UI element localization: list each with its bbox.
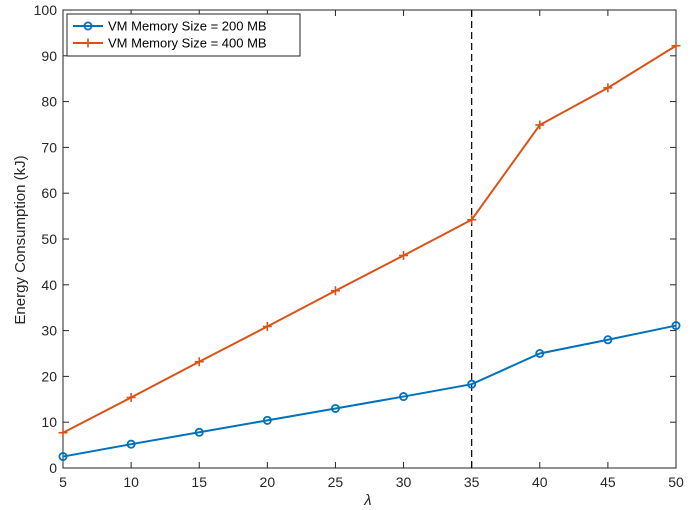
legend-label: VM Memory Size = 200 MB (108, 19, 267, 34)
x-tick-label: 30 (396, 474, 412, 490)
data-point-series-2 (535, 120, 545, 130)
data-point-series-1 (535, 348, 545, 358)
data-point-series-1 (399, 392, 409, 402)
data-point-series-2 (603, 83, 613, 93)
y-axis-label: Energy Consumption (kJ) (12, 155, 29, 324)
plot-area: 5 10 15 20 25 30 35 40 45 50 0 10 20 30 40 50 60 70 80 90 10… (34, 2, 684, 490)
series-line-2 (62, 44, 677, 434)
data-point-series-1 (58, 452, 68, 462)
data-point-series-1 (126, 439, 136, 449)
y-tick-label: 80 (41, 94, 57, 110)
y-tick-label: 10 (41, 414, 57, 430)
data-point-series-1 (671, 321, 681, 331)
legend-item: VM Memory Size = 200 MB (73, 19, 267, 34)
x-tick-label: 20 (260, 474, 276, 490)
plot-frame (62, 9, 677, 469)
x-tick-label: 15 (191, 474, 207, 490)
x-tick-label: 35 (464, 474, 480, 490)
x-tick-label: 5 (59, 474, 67, 490)
data-point-series-1 (262, 415, 272, 425)
data-point-series-2 (262, 321, 272, 331)
data-point-series-1 (467, 379, 477, 389)
y-tick-label: 20 (41, 368, 57, 384)
data-point-series-2 (330, 286, 340, 296)
y-tick-label: 50 (41, 231, 57, 247)
legend-box (66, 13, 301, 57)
x-tick-label: 25 (328, 474, 344, 490)
legend: VM Memory Size = 200 MB VM Memory Size = … (66, 13, 301, 57)
y-tick-label: 90 (41, 48, 57, 64)
legend-label: VM Memory Size = 400 MB (108, 36, 267, 51)
y-tick-label: 100 (34, 2, 58, 18)
x-tick-label: 45 (600, 474, 616, 490)
data-point-series-1 (330, 403, 340, 413)
data-point-series-1 (603, 335, 613, 345)
data-point-series-2 (194, 357, 204, 367)
y-tick-label: 60 (41, 185, 57, 201)
y-tick-label: 70 (41, 139, 57, 155)
y-tick-label: 40 (41, 277, 57, 293)
y-tick-label: 0 (49, 460, 57, 476)
data-point-series-2 (467, 215, 477, 225)
data-point-series-2 (126, 392, 136, 402)
x-tick-label: 10 (123, 474, 139, 490)
x-tick-label: 40 (532, 474, 548, 490)
legend-item: VM Memory Size = 400 MB (73, 36, 267, 51)
y-tick-label: 30 (41, 323, 57, 339)
series-line-1 (62, 324, 677, 458)
x-axis-label: λ (363, 492, 371, 509)
data-point-series-2 (58, 428, 68, 438)
data-point-series-2 (671, 41, 681, 51)
data-point-series-2 (399, 250, 409, 260)
legend-marker (83, 21, 93, 31)
data-point-series-1 (194, 427, 204, 437)
x-tick-label: 50 (668, 474, 684, 490)
